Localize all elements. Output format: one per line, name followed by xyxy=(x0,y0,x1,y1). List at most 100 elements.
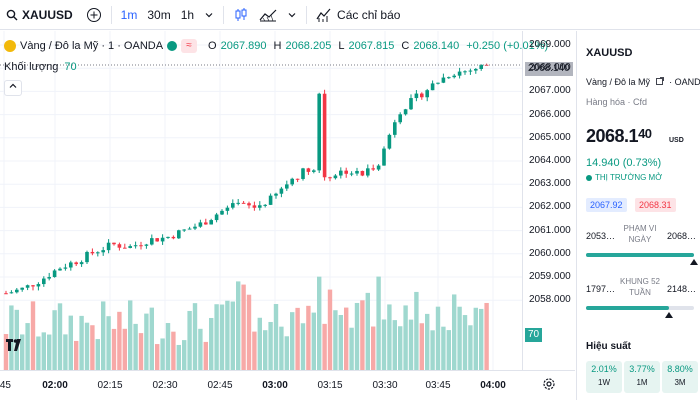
volume-bar xyxy=(144,313,149,370)
volume-bar xyxy=(263,330,268,370)
candle-body xyxy=(306,168,311,172)
legend-title[interactable]: Vàng / Đô la Mỹ · 1 · OANDA xyxy=(20,40,164,52)
candle-body xyxy=(112,242,116,245)
panel-description[interactable]: Vàng / Đô la Mỹ · OANDA xyxy=(586,77,700,87)
interval-1m[interactable]: 1m xyxy=(120,7,138,22)
volume-bar xyxy=(84,322,90,370)
interval-30m[interactable]: 30m xyxy=(147,7,171,22)
candle-body xyxy=(160,237,165,242)
candle-body xyxy=(393,122,397,135)
candle-body xyxy=(371,168,375,170)
candle-body xyxy=(349,173,354,175)
symbol-details-panel: XAUUSD Vàng / Đô la Mỹ · OANDA Hàng hóa … xyxy=(576,31,700,400)
candle-body xyxy=(128,246,132,248)
candle-body xyxy=(430,83,435,91)
volume-bar xyxy=(20,334,25,370)
candle-body xyxy=(96,252,100,254)
market-open-dot-icon xyxy=(167,41,178,51)
symbol-search[interactable]: XAUUSD xyxy=(0,0,81,30)
close-label: C xyxy=(401,40,410,52)
ask-price[interactable]: 2068.31 xyxy=(635,198,676,212)
panel-price: 2068.140 xyxy=(586,126,652,147)
candle-body xyxy=(106,242,111,251)
volume-bar xyxy=(106,316,111,370)
change-value: +0.250 (+0.01%) xyxy=(466,40,549,52)
volume-bar xyxy=(128,300,133,370)
performance-1m[interactable]: 3.77% 1M xyxy=(624,361,660,393)
candle-body xyxy=(117,244,122,248)
candle-body xyxy=(171,236,176,239)
market-status-text: THỊ TRƯỜNG MỞ xyxy=(595,173,663,182)
chart-type-dropdown-icon[interactable] xyxy=(282,0,302,30)
perf-value: 3.77% xyxy=(629,364,655,374)
price-axis-label: 2069.000 xyxy=(529,39,571,50)
volume-bar xyxy=(419,323,424,370)
tradingview-logo-icon[interactable] xyxy=(6,338,24,352)
volume-bar xyxy=(371,326,376,370)
price-axis-label: 2063.000 xyxy=(529,178,571,190)
candle-body xyxy=(123,247,127,249)
volume-bar xyxy=(3,334,9,370)
symbol-label: XAUUSD xyxy=(22,7,73,22)
volume-bar xyxy=(117,311,122,370)
interval-dropdown-icon[interactable] xyxy=(199,0,219,30)
candle-body xyxy=(468,70,473,72)
toolbar-divider xyxy=(306,5,308,24)
chart-grid xyxy=(0,31,522,370)
week52-range-low: 1797… xyxy=(586,284,616,294)
low-label: L xyxy=(338,40,345,52)
performance-1w[interactable]: 2.01% 1W xyxy=(586,361,622,393)
volume-bar xyxy=(241,284,246,370)
chevron-up-icon xyxy=(9,83,17,88)
volume-bar xyxy=(306,305,311,370)
panel-description-text: Vàng / Đô la Mỹ xyxy=(586,77,651,87)
performance-3m[interactable]: 8.80% 3M xyxy=(662,361,698,393)
bid-price[interactable]: 2067.92 xyxy=(586,198,627,212)
volume-bar xyxy=(338,315,343,370)
area-chart-icon[interactable] xyxy=(254,0,282,30)
candle-body xyxy=(47,277,51,279)
volume-bar xyxy=(68,315,73,370)
volume-bar xyxy=(462,315,468,370)
candle-body xyxy=(322,93,327,178)
time-axis-label: 02:45 xyxy=(207,380,233,391)
compare-symbol-button[interactable] xyxy=(81,0,107,30)
candle-body xyxy=(268,195,273,205)
candle-body xyxy=(144,244,149,246)
volume-bar xyxy=(230,301,235,370)
price-axis-label: 2065.000 xyxy=(529,131,571,143)
performance-title: Hiệu suất xyxy=(586,341,632,352)
perf-value: 2.01% xyxy=(591,364,617,374)
candle-body xyxy=(231,203,235,208)
gear-icon[interactable] xyxy=(542,377,556,394)
candle-body xyxy=(177,230,181,239)
candle-body xyxy=(339,170,343,176)
candle-body xyxy=(382,148,386,166)
candle-body xyxy=(133,245,138,247)
time-axis[interactable]: :45 02:00 02:15 02:30 02:45 03:00 03:15 03:30 03… xyxy=(0,370,575,400)
price-axis[interactable]: 2068.140 70 2069.000 2068.000 2067.000 2066… xyxy=(522,31,575,370)
interval-1h[interactable]: 1h xyxy=(180,7,195,22)
volume-label[interactable]: Khối lượng xyxy=(4,61,59,73)
open-label: O xyxy=(208,40,217,52)
collapse-legend-button[interactable] xyxy=(4,80,22,96)
candle-body xyxy=(436,82,440,84)
candle-body xyxy=(409,98,413,110)
volume-bar xyxy=(257,317,262,370)
price-axis-label: 2058.000 xyxy=(529,294,571,306)
perf-label: 3M xyxy=(674,378,686,387)
week52-range: 1797… KHUNG 52 TUẦN 2148… xyxy=(586,274,696,314)
volume-bar xyxy=(398,326,403,370)
perf-label: 1W xyxy=(598,378,610,387)
candle-body xyxy=(463,71,467,73)
candles-icon[interactable] xyxy=(228,0,254,30)
candle-body xyxy=(317,93,321,171)
time-axis-label: :45 xyxy=(0,380,11,391)
volume-bar xyxy=(36,336,41,370)
day-range-high: 2068… xyxy=(666,231,696,241)
week52-range-label: KHUNG 52 TUẦN xyxy=(619,277,660,297)
price-chart[interactable] xyxy=(0,31,522,370)
indicators-button[interactable]: Các chỉ báo xyxy=(311,0,405,30)
volume-bar xyxy=(138,333,144,370)
candle-body xyxy=(274,193,278,196)
